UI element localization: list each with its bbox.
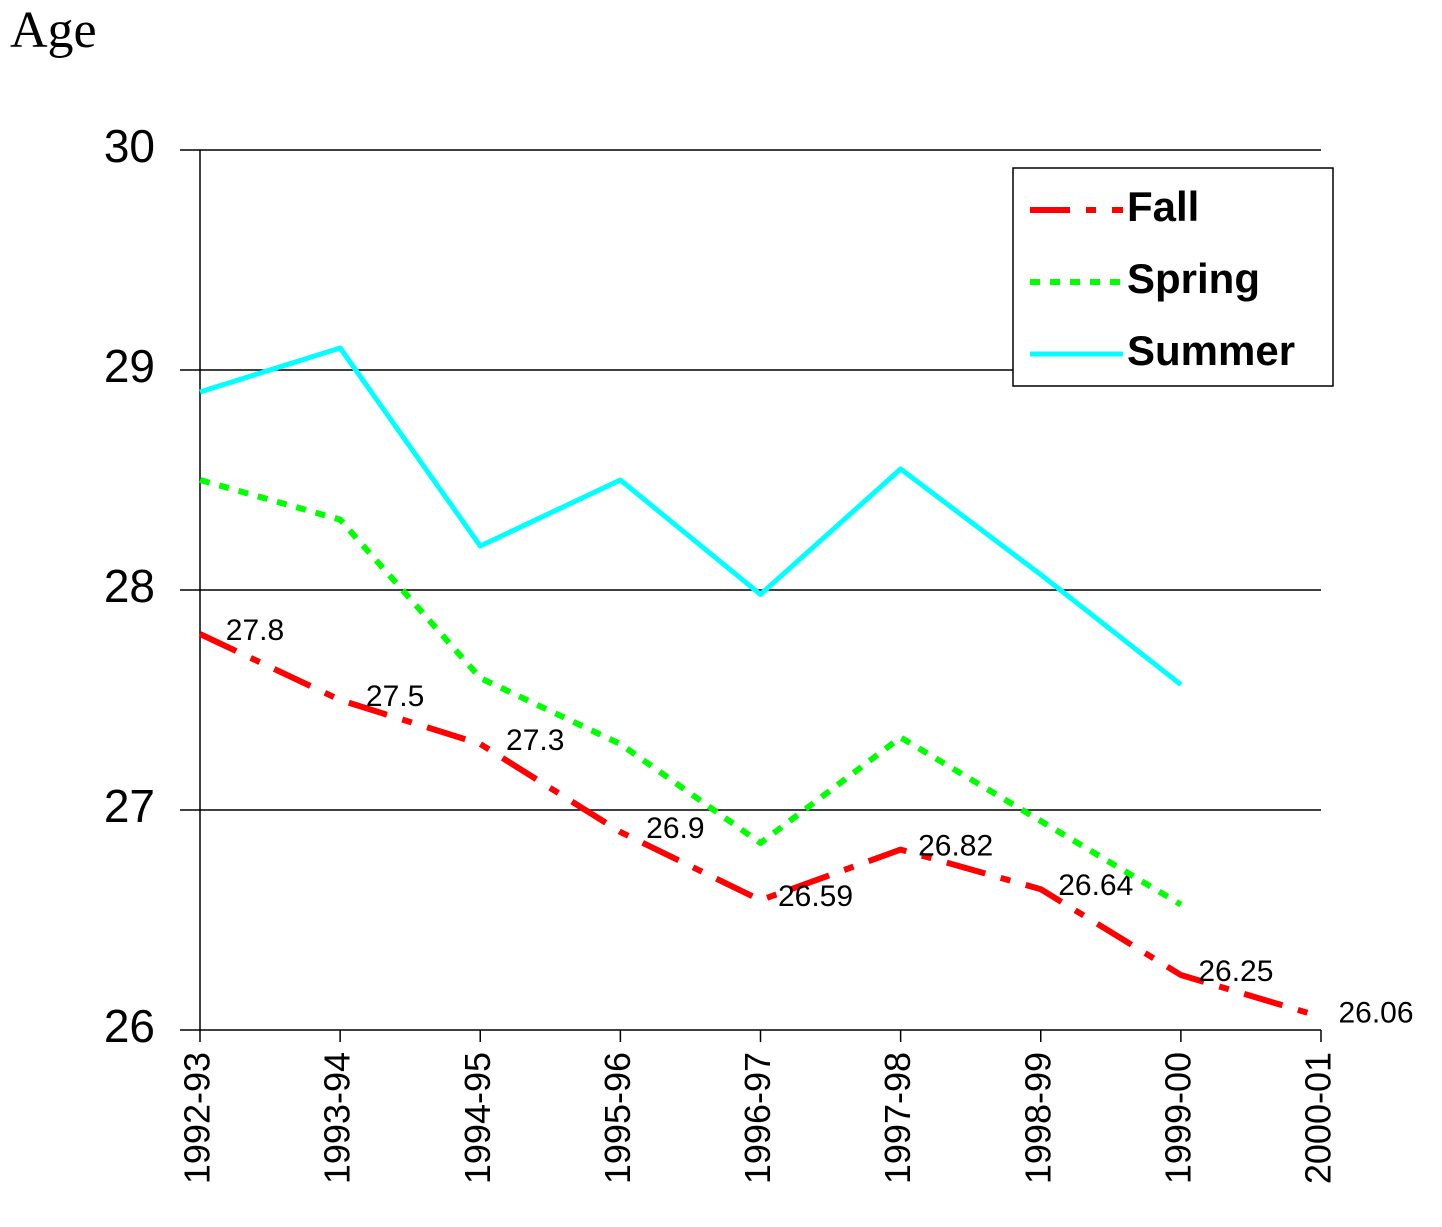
x-tick-label: 1992-93 bbox=[177, 1052, 218, 1184]
y-tick-label: 27 bbox=[104, 780, 155, 832]
data-label: 26.64 bbox=[1058, 869, 1133, 902]
legend-label: Summer bbox=[1127, 327, 1295, 374]
x-tick-label: 1996-97 bbox=[737, 1052, 778, 1184]
data-label: 27.3 bbox=[506, 724, 564, 757]
y-tick-label: 26 bbox=[104, 1000, 155, 1052]
legend-label: Spring bbox=[1127, 255, 1260, 302]
x-tick-label: 1999-00 bbox=[1157, 1052, 1198, 1184]
series-line bbox=[199, 345, 1183, 687]
x-tick-label: 1997-98 bbox=[877, 1052, 918, 1184]
data-label: 26.9 bbox=[646, 812, 704, 845]
legend-box bbox=[1012, 167, 1334, 387]
x-tick-label: 1995-96 bbox=[597, 1052, 638, 1184]
x-tick-label: 1994-95 bbox=[457, 1052, 498, 1184]
y-tick-label: 28 bbox=[104, 560, 155, 612]
chart-title: Age bbox=[10, 2, 97, 59]
y-tick-label: 30 bbox=[104, 120, 155, 172]
y-tick-label: 29 bbox=[104, 340, 155, 392]
x-tick-label: 1998-99 bbox=[1017, 1052, 1058, 1184]
x-tick-label: 1993-94 bbox=[317, 1052, 358, 1184]
data-label: 26.06 bbox=[1338, 997, 1413, 1030]
data-label: 27.8 bbox=[226, 614, 284, 647]
data-label: 26.82 bbox=[918, 830, 993, 863]
x-tick-label: 2000-01 bbox=[1298, 1052, 1339, 1184]
data-label: 26.59 bbox=[778, 880, 853, 913]
series-line bbox=[199, 477, 1183, 908]
series-line bbox=[198, 631, 1322, 1020]
data-label: 26.25 bbox=[1198, 955, 1273, 988]
legend-label: Fall bbox=[1127, 183, 1199, 230]
data-label: 27.5 bbox=[366, 680, 424, 713]
